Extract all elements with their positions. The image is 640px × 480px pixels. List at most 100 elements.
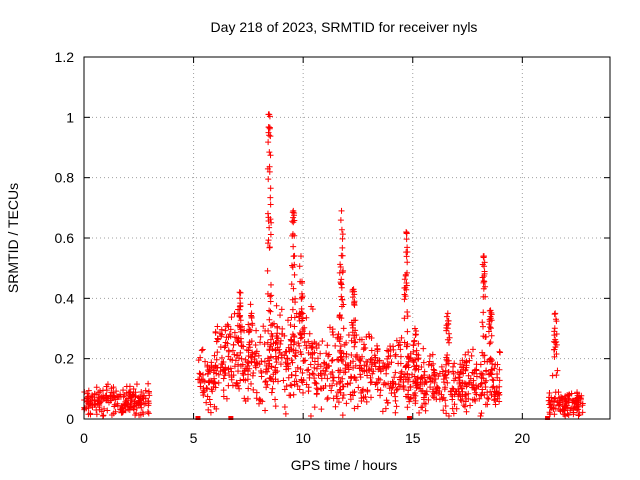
data-point bbox=[303, 342, 310, 349]
peak-point bbox=[246, 341, 253, 348]
data-point bbox=[496, 366, 503, 373]
data-point bbox=[489, 376, 496, 383]
data-point bbox=[199, 346, 206, 353]
data-point bbox=[233, 352, 240, 359]
peak-point bbox=[296, 342, 303, 349]
peak-point bbox=[412, 331, 419, 338]
data-point bbox=[221, 367, 228, 374]
data-point bbox=[285, 365, 292, 372]
data-point bbox=[252, 342, 259, 349]
data-point bbox=[222, 327, 229, 334]
x-tick-label: 5 bbox=[190, 430, 198, 446]
data-point bbox=[231, 310, 238, 317]
peak-point bbox=[339, 235, 346, 242]
x-tick-label: 15 bbox=[405, 430, 421, 446]
peak-point bbox=[267, 194, 274, 201]
data-point bbox=[142, 395, 149, 402]
peak-point bbox=[267, 336, 274, 343]
data-point bbox=[268, 330, 275, 337]
data-point bbox=[196, 370, 203, 377]
data-point bbox=[303, 314, 310, 321]
data-point bbox=[343, 351, 350, 358]
peak-point bbox=[446, 339, 453, 346]
peak-point bbox=[289, 306, 296, 313]
data-point bbox=[311, 349, 318, 356]
data-point bbox=[431, 370, 438, 377]
data-point bbox=[497, 349, 504, 356]
grid-lines bbox=[84, 57, 610, 419]
data-point bbox=[367, 357, 374, 364]
peak-point bbox=[264, 339, 271, 346]
data-point bbox=[479, 389, 486, 396]
data-point bbox=[406, 398, 413, 405]
peak-point bbox=[267, 281, 274, 288]
data-point bbox=[348, 337, 355, 344]
peak-point bbox=[290, 243, 297, 250]
data-point bbox=[281, 404, 288, 411]
data-point bbox=[329, 357, 336, 364]
peak-point bbox=[337, 348, 344, 355]
peak-point bbox=[268, 292, 275, 299]
data-point bbox=[294, 364, 301, 371]
data-point bbox=[200, 392, 207, 399]
peak-point bbox=[487, 355, 494, 362]
peak-point bbox=[404, 313, 411, 320]
data-point bbox=[257, 339, 264, 346]
peak-point bbox=[337, 264, 344, 271]
peak-point bbox=[554, 367, 561, 374]
y-tick-label: 0 bbox=[66, 411, 74, 427]
data-point bbox=[282, 410, 289, 417]
data-point bbox=[245, 385, 252, 392]
data-point bbox=[423, 391, 430, 398]
data-point bbox=[318, 370, 325, 377]
data-point bbox=[347, 396, 354, 403]
peak-point bbox=[337, 343, 344, 350]
data-point bbox=[305, 366, 312, 373]
data-point bbox=[102, 392, 109, 399]
peak-point bbox=[266, 132, 273, 139]
peak-point bbox=[265, 176, 272, 183]
y-axis-label: SRMTID / TECUs bbox=[5, 183, 21, 293]
peak-point bbox=[403, 253, 410, 260]
data-point bbox=[319, 338, 326, 345]
data-point bbox=[262, 407, 269, 414]
data-point bbox=[214, 349, 221, 356]
peak-max-point bbox=[236, 289, 243, 296]
data-point bbox=[339, 383, 346, 390]
data-point bbox=[455, 390, 462, 397]
data-point bbox=[387, 352, 394, 359]
peak-point bbox=[410, 348, 417, 355]
peak-point bbox=[266, 375, 273, 382]
data-point bbox=[460, 402, 467, 409]
data-point bbox=[202, 358, 209, 365]
data-point bbox=[124, 395, 131, 402]
peak-point bbox=[288, 262, 295, 269]
data-point bbox=[385, 348, 392, 355]
data-point bbox=[450, 370, 457, 377]
data-point bbox=[361, 362, 368, 369]
data-point bbox=[222, 339, 229, 346]
data-point bbox=[133, 381, 140, 388]
data-point bbox=[472, 389, 479, 396]
data-point bbox=[397, 353, 404, 360]
data-point bbox=[477, 392, 484, 399]
data-point bbox=[203, 399, 210, 406]
data-point bbox=[440, 394, 447, 401]
data-point bbox=[392, 409, 399, 416]
data-point bbox=[211, 352, 218, 359]
data-points bbox=[81, 111, 586, 420]
peak-point bbox=[446, 334, 453, 341]
data-point bbox=[390, 380, 397, 387]
peak-point bbox=[289, 209, 296, 216]
data-point bbox=[455, 374, 462, 381]
peak-point bbox=[292, 353, 299, 360]
data-point bbox=[362, 393, 369, 400]
data-point bbox=[379, 408, 386, 415]
data-point bbox=[439, 368, 446, 375]
data-point bbox=[371, 352, 378, 359]
peak-point bbox=[551, 311, 558, 318]
data-point bbox=[334, 334, 341, 341]
peak-point bbox=[291, 271, 298, 278]
peak-point bbox=[336, 311, 343, 318]
data-point bbox=[392, 393, 399, 400]
